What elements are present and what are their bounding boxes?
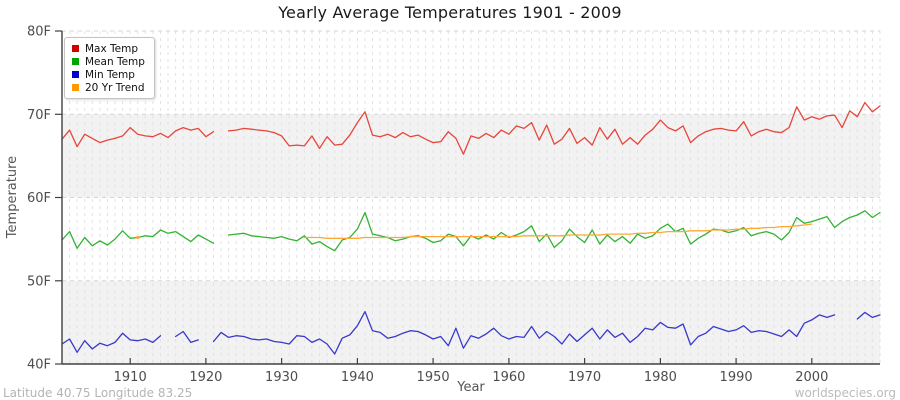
svg-text:1970: 1970 [568, 370, 601, 385]
chart-title: Yearly Average Temperatures 1901 - 2009 [278, 3, 622, 22]
svg-text:60F: 60F [27, 191, 51, 206]
svg-text:80F: 80F [27, 25, 51, 40]
legend-item-mean-temp: Mean Temp [72, 55, 145, 68]
y-axis-label: Temperature [5, 155, 20, 239]
legend-item-20-yr-trend: 20 Yr Trend [72, 81, 145, 94]
legend: Max Temp Mean Temp Min Temp 20 Yr Trend [64, 37, 155, 99]
legend-item-max-temp: Max Temp [72, 42, 145, 55]
svg-text:1940: 1940 [341, 370, 374, 385]
legend-label: Min Temp [85, 68, 135, 81]
legend-swatch-icon [72, 84, 79, 91]
x-axis-label: Year [457, 380, 485, 395]
svg-text:1990: 1990 [720, 370, 753, 385]
legend-swatch-icon [72, 45, 79, 52]
svg-text:1960: 1960 [492, 370, 525, 385]
svg-text:1910: 1910 [114, 370, 147, 385]
svg-text:40F: 40F [27, 358, 51, 373]
watermark: worldspecies.org [794, 386, 896, 400]
svg-text:50F: 50F [27, 274, 51, 289]
legend-label: Mean Temp [85, 55, 145, 68]
svg-text:1950: 1950 [417, 370, 450, 385]
legend-item-min-temp: Min Temp [72, 68, 145, 81]
legend-label: Max Temp [85, 42, 139, 55]
svg-text:1980: 1980 [644, 370, 677, 385]
svg-text:2000: 2000 [795, 370, 828, 385]
legend-swatch-icon [72, 71, 79, 78]
svg-text:70F: 70F [27, 108, 51, 123]
svg-text:1930: 1930 [265, 370, 298, 385]
svg-text:1920: 1920 [189, 370, 222, 385]
legend-label: 20 Yr Trend [85, 81, 145, 94]
location-caption: Latitude 40.75 Longitude 83.25 [3, 386, 193, 400]
legend-swatch-icon [72, 58, 79, 65]
